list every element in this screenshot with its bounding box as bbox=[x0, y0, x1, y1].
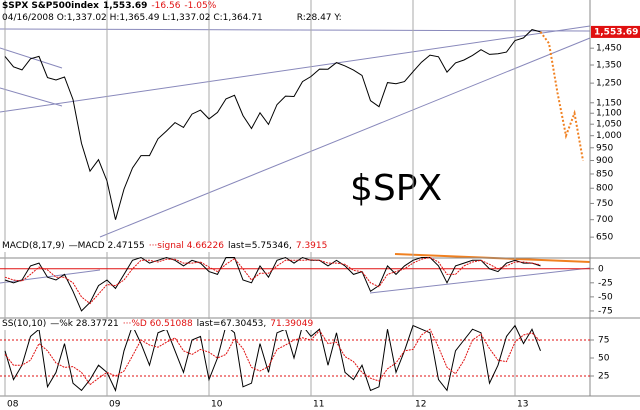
series-line bbox=[4, 29, 541, 220]
y-tick-label: 1,250 bbox=[596, 79, 622, 89]
annotation: $SPX bbox=[350, 168, 442, 209]
panel-title: MACD(8,17,9) bbox=[2, 241, 65, 251]
panel-title: SS(10,10) bbox=[2, 319, 47, 329]
y-tick-label: 750 bbox=[596, 199, 613, 209]
trend-line bbox=[99, 37, 591, 238]
trend-line bbox=[0, 47, 63, 69]
last-label: last=5.75346, bbox=[228, 241, 292, 251]
pct: -1.05% bbox=[184, 1, 217, 11]
series-line bbox=[4, 256, 541, 312]
trend-lines bbox=[0, 25, 591, 294]
last-price-label: 1,553.69 bbox=[594, 27, 638, 37]
x-tick-label: 10 bbox=[211, 400, 223, 410]
trend-line bbox=[0, 25, 591, 113]
trend-line bbox=[369, 267, 591, 294]
x-tick-label: 11 bbox=[313, 400, 324, 410]
bar-info-text: 04/16/2008 O:1,337.02 H:1,365.49 L:1,337… bbox=[2, 13, 263, 23]
series-line bbox=[539, 31, 584, 161]
x-tick-label: 13 bbox=[517, 400, 528, 410]
last-label: last=67.30453, bbox=[196, 319, 267, 329]
y-tick-label: 900 bbox=[596, 156, 613, 166]
symbol: $SPX S&P500index bbox=[2, 1, 99, 11]
y-tick-label: 850 bbox=[596, 169, 613, 179]
extra: R:28.47 Y: bbox=[296, 13, 342, 23]
trend-line bbox=[0, 87, 63, 107]
y-tick-label: 25 bbox=[598, 372, 609, 382]
change: -16.56 bbox=[151, 1, 181, 11]
y-tick-label: 950 bbox=[596, 143, 613, 153]
y-tick-label: 1,350 bbox=[596, 61, 622, 71]
y-tick-label: 650 bbox=[596, 233, 613, 243]
legend-entry: ···%D 60.51088 bbox=[122, 319, 193, 329]
y-tick-label: -75 bbox=[598, 306, 613, 316]
y-tick-label: 50 bbox=[598, 354, 610, 364]
x-tick-label: 09 bbox=[109, 400, 121, 410]
header: $SPX S&P500index 1,553.69 -16.56 -1.05% bbox=[2, 1, 220, 12]
series-line bbox=[4, 256, 541, 305]
y-tick-label: 1,450 bbox=[596, 44, 622, 54]
y-tick-label: 800 bbox=[596, 184, 613, 194]
ss-title: SS(10,10) —%k 28.37721 ···%D 60.51088 last=… bbox=[2, 319, 318, 330]
y-tick-label: -25 bbox=[598, 278, 613, 288]
y-tick-label: 0 bbox=[598, 264, 604, 274]
x-tick-label: 08 bbox=[7, 400, 19, 410]
series-line bbox=[4, 328, 541, 386]
trend-line bbox=[0, 28, 591, 32]
y-tick-label: 75 bbox=[598, 336, 609, 346]
y-tick-label: 1,100 bbox=[596, 109, 622, 119]
macd-title: MACD(8,17,9) —MACD 2.47155 ···signal 4.662… bbox=[2, 241, 332, 252]
last-label: 71.39049 bbox=[270, 319, 314, 329]
last-price-box bbox=[591, 25, 640, 38]
legend-entry: —MACD 2.47155 bbox=[68, 241, 145, 251]
legend-entry: ···signal 4.66226 bbox=[148, 241, 224, 251]
last: 1,553.69 bbox=[102, 1, 148, 11]
x-tick-label: 12 bbox=[415, 400, 426, 410]
y-tick-label: -50 bbox=[598, 292, 613, 302]
panel-frames bbox=[0, 0, 640, 397]
y-tick-label: 1,050 bbox=[596, 120, 622, 130]
legend-entry: —%k 28.37721 bbox=[50, 319, 119, 329]
y-tick-label: 1,000 bbox=[596, 131, 622, 141]
y-tick-label: 1,150 bbox=[596, 98, 622, 108]
y-tick-label: 700 bbox=[596, 215, 613, 225]
bar-info: 04/16/2008 O:1,337.02 H:1,365.49 L:1,337… bbox=[2, 13, 346, 24]
last-label: 7.3915 bbox=[295, 241, 328, 251]
